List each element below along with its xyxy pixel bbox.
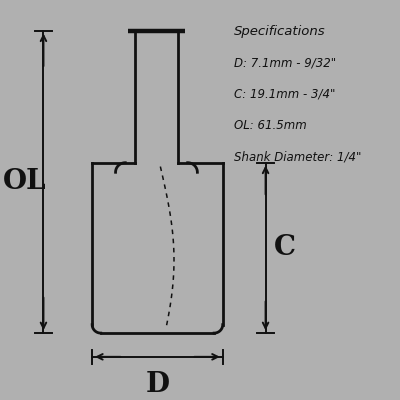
Text: Shank Diameter: 1/4": Shank Diameter: 1/4" [234, 150, 362, 164]
Text: Specifications: Specifications [234, 25, 326, 38]
Text: D: D [146, 371, 170, 398]
Text: OL: 61.5mm: OL: 61.5mm [234, 119, 307, 132]
Text: C: C [274, 234, 296, 261]
Text: OL: OL [3, 168, 46, 195]
Text: C: 19.1mm - 3/4": C: 19.1mm - 3/4" [234, 88, 336, 101]
Text: D: 7.1mm - 9/32": D: 7.1mm - 9/32" [234, 56, 336, 69]
